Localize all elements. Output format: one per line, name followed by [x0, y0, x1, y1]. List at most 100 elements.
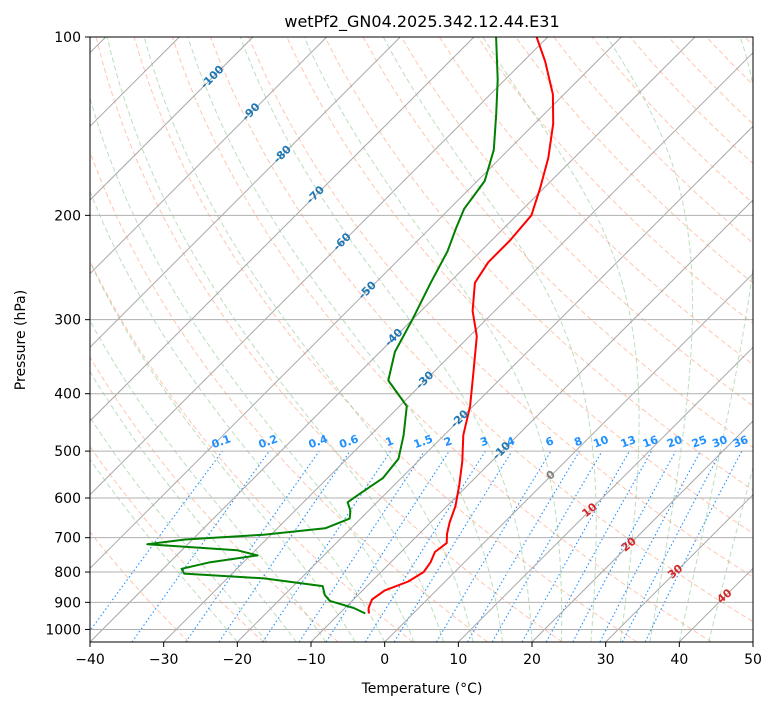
mixing-ratio-line: [262, 450, 392, 642]
isotherm-line: [90, 37, 622, 570]
x-tick-label: 10: [449, 652, 467, 668]
x-axis: −40 −30 −20 −10 0 10 20 30 40 50: [75, 642, 762, 668]
isotherm-line: [90, 37, 401, 349]
mixing-ratio-line: [218, 450, 351, 642]
mixing-ratio-label: 36: [731, 433, 750, 451]
mixing-ratio-line: [521, 450, 630, 642]
isotherm-line: [90, 37, 475, 422]
dry-adiabat-line: [515, 37, 753, 284]
y-axis-title: Pressure (hPa): [13, 290, 29, 390]
isotherm-line: [236, 125, 753, 642]
dry-adiabat-line: [90, 150, 488, 642]
y-tick-label: 900: [54, 595, 81, 611]
x-axis-title: Temperature (°C): [361, 681, 483, 697]
mixing-ratio-label: 0.2: [257, 432, 280, 451]
y-tick-label: 400: [54, 387, 81, 403]
mixing-ratio-label: 10: [592, 433, 611, 451]
mixing-ratio-label: 8: [572, 434, 584, 449]
y-axis: 100 200 300 400 500 600 700 800 900 1000: [45, 30, 90, 638]
moist-adiabat-line: [90, 458, 238, 642]
mixing-ratio-label: 25: [690, 433, 709, 450]
y-tick-label: 300: [54, 313, 81, 329]
isotherm-line: [90, 37, 549, 496]
moist-adiabat-line: [382, 37, 597, 642]
moist-adiabat-line: [708, 465, 753, 642]
mixing-ratio-label: 2: [442, 434, 454, 449]
y-tick-label: 800: [54, 565, 81, 581]
mixing-ratio-label: 13: [619, 433, 638, 450]
isotherm-line: [384, 272, 753, 642]
moist-adiabat-line: [90, 416, 268, 642]
y-tick-label: 600: [54, 491, 81, 507]
x-tick-label: −20: [223, 652, 253, 668]
isotherm-line: [457, 346, 753, 642]
x-tick-label: −10: [296, 652, 326, 668]
dry-adiabat-line: [90, 445, 264, 642]
dry-adiabat-line: [324, 37, 753, 491]
dry-adiabat-line: [171, 37, 712, 642]
moist-adiabat-line: [303, 37, 563, 642]
moist-adiabat-line: [482, 37, 640, 642]
dry-adiabat-line: [133, 37, 638, 642]
x-tick-label: 40: [670, 652, 688, 668]
x-tick-label: −30: [149, 652, 179, 668]
y-tick-label: 1000: [45, 622, 81, 638]
x-tick-label: 20: [523, 652, 541, 668]
moist-adiabat-line: [678, 37, 753, 642]
mixing-ratio-label: 4: [505, 434, 517, 449]
mixing-ratio-label: 0.4: [307, 432, 330, 451]
mixing-ratio-line: [572, 450, 677, 642]
mixing-ratio-label: 0.1: [210, 432, 233, 451]
mixing-ratio-label: 6: [544, 434, 556, 449]
isotherm-line: [163, 51, 753, 642]
moist-adiabat-line: [606, 37, 693, 642]
mixing-ratio-line: [298, 450, 425, 642]
moist-adiabat-line: [90, 189, 386, 642]
x-tick-label: 30: [597, 652, 615, 668]
mixing-ratio-line: [644, 450, 743, 642]
moist-adiabat-line: [239, 37, 533, 642]
dry-adiabat-line: [210, 37, 753, 623]
chart-title: wetPf2_GN04.2025.342.12.44.E31: [284, 12, 559, 32]
moist-adiabat-line: [106, 37, 445, 642]
isotherm-line: [531, 420, 753, 642]
mixing-ratio-line: [545, 450, 653, 642]
mixing-ratio-label: 20: [665, 433, 684, 451]
mixing-ratio-line: [131, 450, 270, 642]
dry-adiabat-line: [90, 531, 190, 642]
plot-frame: [89, 36, 754, 643]
dry-adiabat-line: [90, 356, 339, 642]
moist-adiabat-line: [90, 319, 327, 642]
isotherm-line: [90, 37, 254, 201]
mixing-ratio-label: 16: [641, 433, 660, 451]
dry-adiabat-line: [400, 37, 753, 407]
series-layer: [146, 37, 555, 615]
dry-adiabat-line: [95, 37, 563, 642]
temperature-profile-line: [367, 37, 555, 614]
dry-adiabat-line: [438, 37, 753, 366]
dewpoint-profile-line: [146, 37, 499, 615]
mixing-ratio-label: 0.6: [338, 432, 361, 451]
mixing-ratio-label: 30: [710, 433, 729, 451]
y-tick-label: 100: [54, 30, 81, 46]
moist-adiabat-line: [187, 37, 503, 642]
x-tick-label: 0: [380, 652, 389, 668]
y-tick-label: 700: [54, 531, 81, 547]
dry-adiabat-line: [248, 37, 753, 578]
mixing-ratio-line: [90, 450, 223, 632]
mixing-ratio-line: [393, 450, 513, 642]
mixing-ratio-label: 1.5: [412, 432, 435, 451]
isotherm-line: [90, 37, 696, 642]
moist-adiabat-line: [143, 37, 474, 642]
mixing-ratio-line: [185, 450, 320, 642]
isotherm-line: [90, 37, 328, 275]
isotherm-line: [605, 493, 753, 642]
isotherm-line: [310, 199, 753, 642]
mixing-ratio-label: 3: [478, 434, 490, 449]
mixing-ratio-label: 1: [384, 434, 396, 449]
mixing-ratio-line: [325, 450, 450, 642]
x-tick-label: 50: [744, 652, 762, 668]
x-tick-label: −40: [75, 652, 105, 668]
